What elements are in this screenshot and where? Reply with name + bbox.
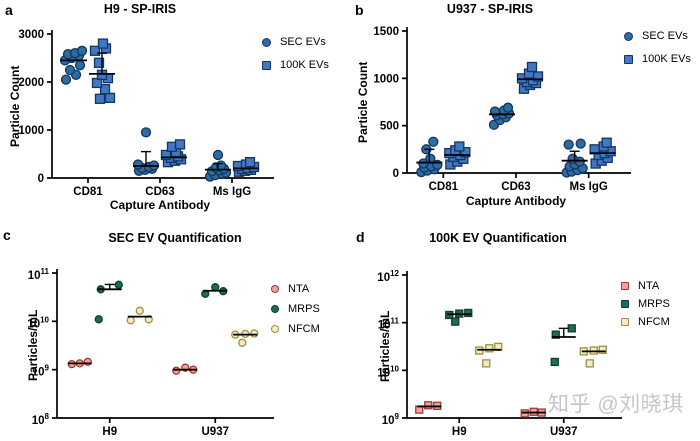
legend-label: SEC EVs [642, 30, 688, 42]
svg-text:CD81: CD81 [429, 181, 459, 193]
legend-label: NFCM [288, 323, 320, 335]
svg-text:109: 109 [32, 364, 50, 379]
legend-item-mrps: MRPS [621, 297, 670, 311]
svg-text:0: 0 [38, 173, 44, 185]
legend-d: NTA MRPS NFCM [621, 279, 670, 333]
svg-text:108: 108 [32, 412, 50, 427]
plot-a-canvas: 0 1000 2000 3000 CD81 CD63 Ms IgG [18, 29, 274, 198]
svg-text:1012: 1012 [377, 269, 399, 284]
svg-text:1011: 1011 [378, 317, 400, 332]
panel-title-d: 100K EV Quantification [429, 231, 567, 245]
x-axis-label-a: Capture Antibody [109, 198, 211, 212]
x-axis-label-b: Capture Antibody [465, 194, 567, 208]
y-axis-label-b: Particle Count [356, 61, 370, 143]
panel-title-b: U937 - SP-IRIS [446, 2, 534, 16]
legend-label: 100K EVs [642, 53, 691, 65]
legend-item-sec-evs: SEC EVs [262, 35, 329, 49]
svg-text:500: 500 [380, 121, 399, 133]
nta-square-marker-icon [621, 282, 629, 290]
plot-d-canvas: 109 1010 1011 1012 H9 U937 [377, 269, 622, 438]
y-axis-label-c: Particles/mL [26, 309, 40, 382]
svg-text:CD63: CD63 [501, 181, 530, 193]
panel-letter-d: d [356, 229, 365, 245]
svg-text:H9: H9 [452, 426, 467, 438]
svg-text:H9: H9 [102, 426, 117, 438]
legend-label: NTA [288, 283, 310, 295]
100k-evs-square-marker-icon [262, 60, 271, 70]
panel-title-a: H9 - SP-IRIS [103, 2, 177, 16]
svg-text:1011: 1011 [28, 267, 50, 282]
legend-item-nta: NTA [271, 282, 320, 296]
legend-label: SEC EVs [280, 36, 326, 48]
svg-text:0: 0 [393, 168, 399, 180]
sec-evs-circle-marker-icon [262, 37, 271, 47]
svg-text:Ms IgG: Ms IgG [569, 181, 607, 193]
panel-letter-c: c [3, 227, 11, 243]
svg-text:CD63: CD63 [145, 186, 174, 198]
svg-text:U937: U937 [202, 426, 230, 438]
svg-text:2000: 2000 [18, 77, 44, 89]
legend-b: SEC EVs 100K EVs [624, 29, 691, 75]
legend-c: NTA MRPS NFCM [271, 282, 320, 342]
legend-item-nfcm: NFCM [271, 322, 320, 336]
panel-letter-b: b [355, 2, 364, 18]
svg-text:109: 109 [382, 412, 400, 427]
panel-b: 0 500 1000 1500 CD81 CD63 Ms IgG b U937 - SP-I… [350, 0, 700, 220]
svg-text:1000: 1000 [373, 73, 399, 85]
legend-item-100k-evs: 100K EVs [624, 52, 691, 66]
svg-text:Ms IgG: Ms IgG [213, 186, 251, 198]
legend-label: NTA [638, 280, 660, 292]
svg-text:U937: U937 [550, 426, 578, 438]
svg-text:1010: 1010 [27, 315, 49, 330]
svg-text:1500: 1500 [373, 26, 399, 38]
plot-b-canvas: 0 500 1000 1500 CD81 CD63 Ms IgG [373, 26, 631, 193]
legend-label: MRPS [638, 298, 670, 310]
panel-d: 109 1010 1011 1012 H9 U937 d 100K EV Quantifi… [350, 220, 700, 441]
mrps-square-marker-icon [621, 300, 629, 308]
panel-title-c: SEC EV Quantification [108, 231, 242, 245]
svg-text:1000: 1000 [18, 125, 44, 137]
nfcm-square-marker-icon [621, 318, 629, 326]
mrps-circle-marker-icon [271, 305, 279, 313]
panel-c: 108 109 1010 1011 H9 U937 c SEC EV Quantifica… [0, 220, 350, 441]
plot-c-canvas: 108 109 1010 1011 H9 U937 [27, 267, 274, 438]
svg-text:1010: 1010 [377, 364, 399, 379]
legend-label: MRPS [288, 303, 320, 315]
y-axis-label-d: Particles/mL [378, 310, 392, 383]
legend-label: 100K EVs [280, 59, 329, 71]
svg-text:3000: 3000 [18, 29, 44, 41]
nta-circle-marker-icon [271, 285, 279, 293]
zhihu-watermark: 知乎 @刘晓琪 [548, 393, 684, 416]
100k-evs-square-marker-icon [624, 54, 633, 64]
legend-item-sec-evs: SEC EVs [624, 29, 691, 43]
y-axis-label-a: Particle Count [8, 65, 22, 147]
panel-letter-a: a [5, 2, 13, 18]
panel-a: 0 1000 2000 3000 CD81 CD63 Ms IgG a H9 - SP-IR… [0, 0, 350, 220]
legend-item-nfcm: NFCM [621, 315, 670, 329]
sec-evs-circle-marker-icon [624, 31, 633, 41]
svg-text:CD81: CD81 [73, 186, 103, 198]
legend-item-mrps: MRPS [271, 302, 320, 316]
legend-item-nta: NTA [621, 279, 670, 293]
legend-label: NFCM [638, 316, 670, 328]
legend-item-100k-evs: 100K EVs [262, 58, 329, 72]
legend-a: SEC EVs 100K EVs [262, 35, 329, 81]
nfcm-circle-marker-icon [271, 325, 279, 333]
